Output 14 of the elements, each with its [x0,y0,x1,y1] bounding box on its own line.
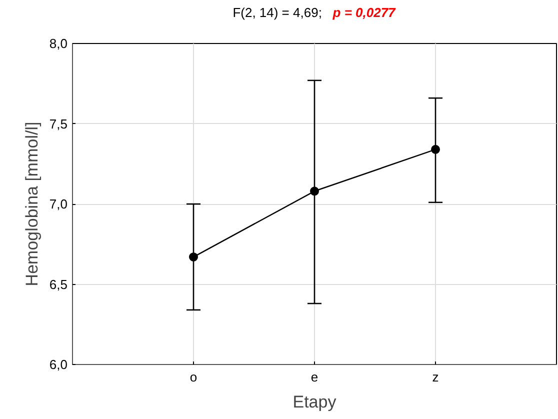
x-axis-title: Etapy [292,392,337,412]
point [431,144,440,154]
chart-title: F(2, 14) = 4,69; p = 0,0277 [232,4,397,22]
point [189,252,198,262]
y-tick-label: 6,5 [49,276,68,292]
x-tick-label: o [190,370,198,384]
y-tick-label: 8,0 [49,36,68,51]
y-tick-label: 7,5 [49,116,68,132]
x-tick-label: e [310,370,318,384]
y-tick-label: 7,0 [49,196,68,212]
x-tick-label: z [432,370,439,384]
y-axis-title: Hemoglobina [mmol/l] [22,122,42,286]
y-tick-label: 6,0 [49,357,68,372]
point [310,186,319,196]
